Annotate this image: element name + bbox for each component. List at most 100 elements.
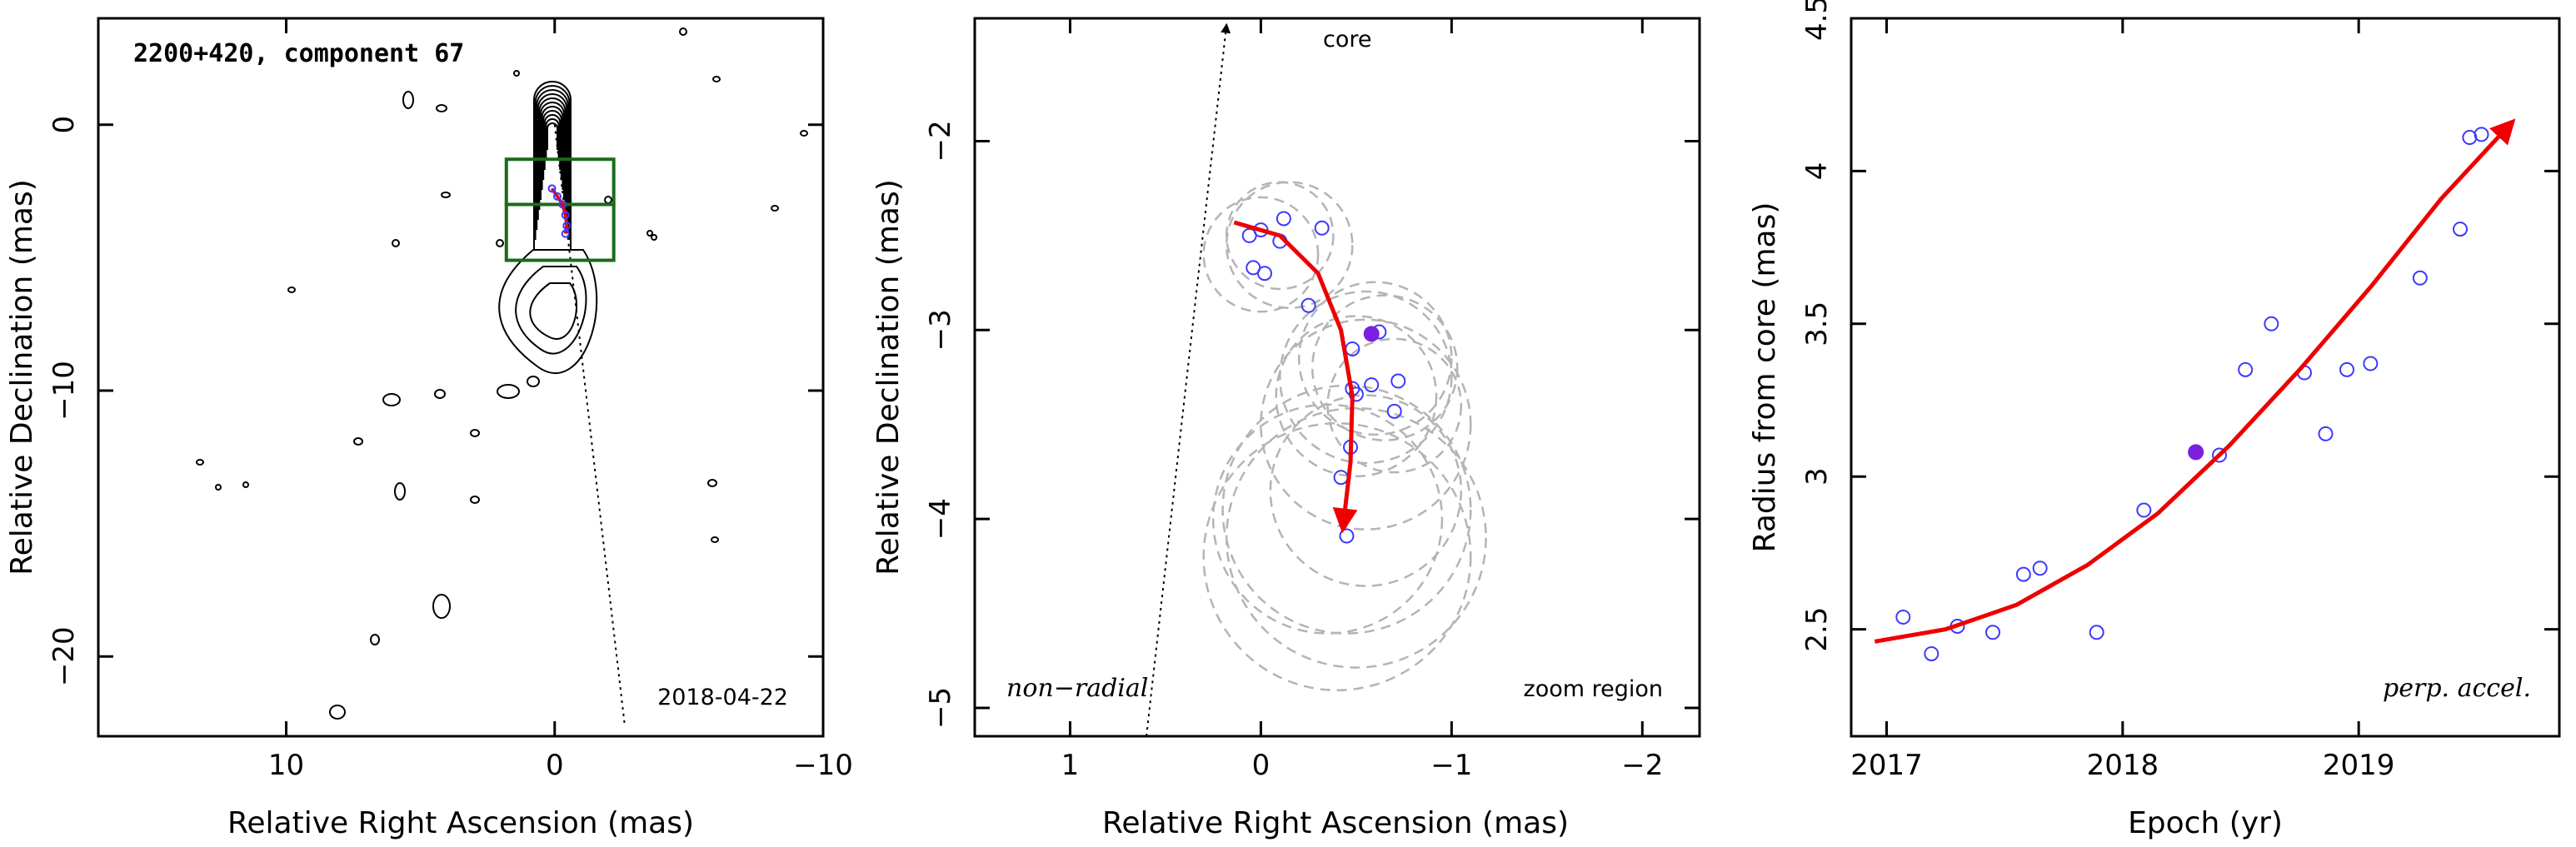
current-epoch-point: [2188, 444, 2204, 461]
position-point: [1300, 297, 1316, 313]
component-size-circle: [1297, 281, 1453, 436]
y-tick-label: 4.5: [1800, 0, 1834, 41]
position-point: [1364, 377, 1380, 393]
panel-contour-map: 10 0 −10 0 −10 −20 2200+420, component 67 201…: [5, 17, 853, 840]
radius-point: [1895, 609, 1911, 625]
position-point: [1339, 528, 1355, 544]
component-point: [562, 222, 572, 231]
contour-blob: [394, 482, 406, 501]
component-point: [553, 192, 562, 201]
radius-point: [2474, 127, 2489, 142]
y-tick-label: −3: [924, 309, 957, 351]
x-tick-label: 0: [546, 749, 564, 782]
contour-blob: [441, 192, 451, 198]
contour-blob: [527, 376, 540, 387]
component-size-circle: [1225, 181, 1354, 310]
radius-point: [2339, 361, 2354, 377]
contour-blob: [470, 496, 480, 504]
contour-blob: [496, 239, 504, 247]
contour-blob: [604, 196, 612, 204]
x-tick-label: −2: [1621, 749, 1663, 782]
radius-point: [2212, 447, 2227, 463]
radius-point: [2363, 356, 2379, 371]
contour-blob: [513, 70, 520, 77]
contour-line: [547, 122, 558, 150]
panel1-date-label: 2018-04-22: [657, 685, 788, 710]
radius-point: [2136, 502, 2152, 518]
contour-blob: [196, 459, 204, 466]
panel1-ticks: 10 0 −10 0 −10 −20: [47, 18, 853, 782]
panel3-frame: [1850, 17, 2561, 738]
y-tick-label: −2: [924, 120, 957, 162]
panel3-ticks: 2017 2018 2019 2.5 3 3.5 4 4.5: [1800, 0, 2559, 782]
radius-point: [2412, 270, 2428, 286]
contour-blob: [329, 705, 346, 720]
component-point: [561, 229, 570, 238]
perp-accel-label: perp. accel.: [2383, 674, 2531, 703]
contour-blob: [470, 429, 480, 437]
zoom-box: [504, 202, 616, 262]
component-size-circle: [1326, 337, 1463, 474]
y-tick-label: −5: [924, 687, 957, 729]
component-size-circle: [1225, 406, 1487, 669]
panel3-xlabel: Epoch (yr): [2128, 806, 2283, 840]
panel1-frame: [97, 17, 825, 738]
radius-point: [1985, 625, 2000, 640]
panel2-frame: [973, 17, 1701, 738]
contour-blob: [242, 481, 249, 488]
y-tick-label: −20: [47, 626, 81, 686]
radius-point: [2032, 561, 2048, 576]
x-tick-label: 2017: [1850, 749, 1923, 782]
contour-blob: [646, 230, 653, 237]
radius-point: [2015, 566, 2031, 582]
x-tick-label: 2019: [2323, 749, 2395, 782]
panel2-plot: [1146, 22, 1487, 737]
component-size-circle: [1275, 315, 1438, 478]
fit-curve: [1874, 118, 2516, 644]
contour-blob: [353, 437, 363, 446]
contour-blob: [800, 130, 808, 137]
contour-line: [543, 114, 562, 170]
x-tick-label: 0: [1252, 749, 1271, 782]
y-tick-label: 3: [1800, 467, 1834, 486]
x-tick-label: 1: [1061, 749, 1080, 782]
contour-blob: [432, 594, 451, 619]
component-size-circle: [1260, 318, 1472, 531]
component-track: [550, 187, 569, 234]
contour-blob: [392, 239, 400, 247]
current-epoch-point: [1363, 326, 1380, 342]
contour-line: [533, 81, 572, 250]
contour-blob: [712, 76, 721, 82]
position-point: [1390, 373, 1406, 389]
position-point: [1257, 266, 1272, 282]
panel3-plot: [1874, 118, 2516, 661]
contour-blob: [402, 91, 414, 109]
contour-line: [545, 118, 560, 160]
position-point: [1386, 403, 1402, 419]
contour-line: [498, 249, 598, 374]
component-size-circle: [1269, 394, 1463, 587]
contour-line: [534, 85, 571, 240]
panel-zoom-region: 1 0 −1 −2 −2 −3 −4 −5 core non−radial zoom regi…: [871, 17, 1701, 840]
position-point: [1314, 220, 1330, 236]
component-size-circle: [1279, 290, 1453, 465]
x-tick-label: 10: [268, 749, 304, 782]
contour-blob: [651, 234, 657, 241]
contour-blob: [436, 104, 447, 112]
radius-point: [2238, 361, 2254, 377]
core-arrow-label: core: [1323, 27, 1371, 52]
x-tick-label: 2018: [2087, 749, 2159, 782]
panel2-ylabel: Relative Declination (mas): [871, 179, 906, 575]
component-size-circle: [1310, 294, 1459, 441]
radius-point: [1924, 645, 1939, 661]
component-point: [561, 211, 570, 220]
contour-line: [542, 110, 562, 180]
contour-line: [537, 93, 568, 220]
contour-line: [536, 89, 569, 230]
contour-blob: [382, 393, 401, 406]
y-tick-label: 4: [1800, 162, 1834, 181]
position-point: [1333, 470, 1349, 486]
contour-blob: [497, 384, 520, 399]
contour-blob: [287, 286, 296, 293]
